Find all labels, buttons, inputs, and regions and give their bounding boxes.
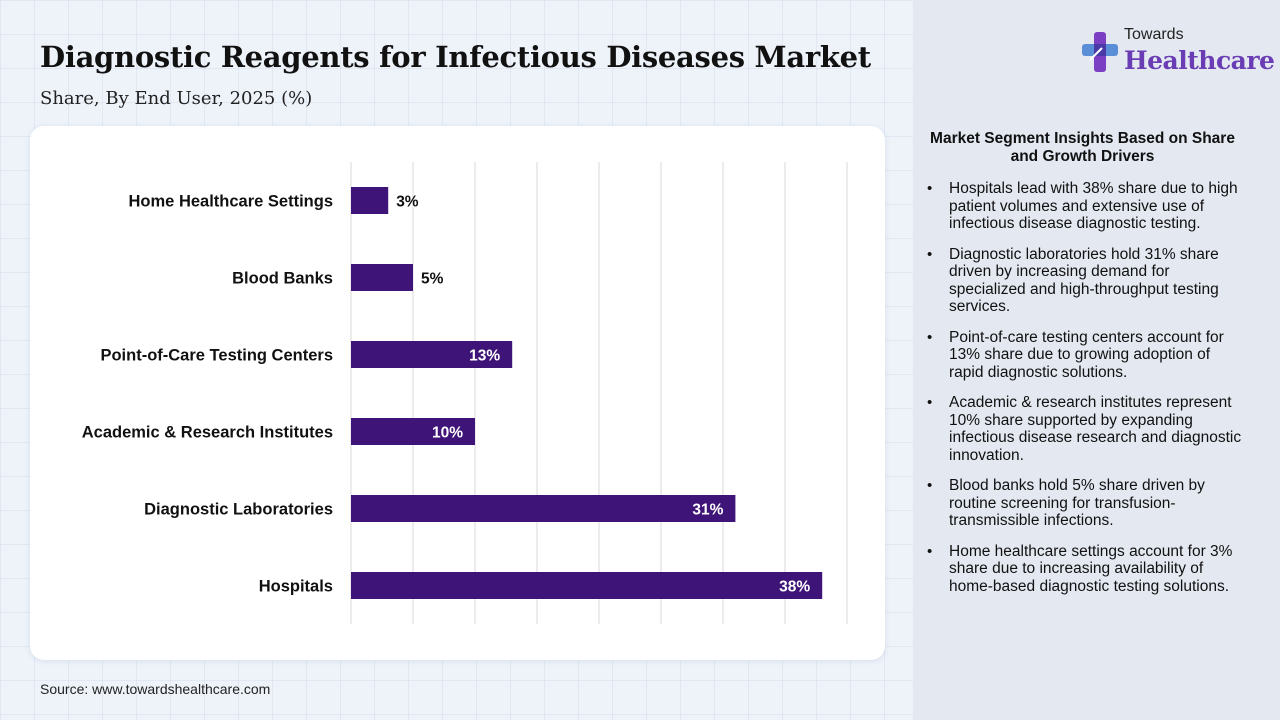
bar (351, 418, 475, 445)
source-note: Source: www.towardshealthcare.com (40, 681, 271, 697)
insight-item: Home healthcare settings account for 3% … (925, 543, 1245, 596)
data-label: 13% (469, 348, 500, 365)
chart-subtitle: Share, By End User, 2025 (%) (40, 88, 313, 109)
category-label: Diagnostic Laboratories (144, 501, 333, 519)
category-label: Academic & Research Institutes (82, 424, 333, 442)
insight-item: Diagnostic laboratories hold 31% share d… (925, 246, 1245, 316)
insights-title: Market Segment Insights Based on Share a… (930, 130, 1235, 165)
category-label: Blood Banks (232, 270, 333, 288)
data-label: 3% (396, 194, 419, 211)
logo-text-main: Healthcare (1124, 46, 1275, 75)
insight-item: Blood banks hold 5% share driven by rout… (925, 477, 1245, 530)
cross-logo-icon (1082, 32, 1118, 72)
insight-item: Hospitals lead with 38% share due to hig… (925, 180, 1245, 233)
insight-item: Point-of-care testing centers account fo… (925, 329, 1245, 382)
bar (351, 572, 823, 599)
chart-title: Diagnostic Reagents for Infectious Disea… (40, 40, 871, 74)
category-label: Hospitals (259, 578, 333, 596)
data-label: 31% (692, 502, 723, 519)
category-label: Home Healthcare Settings (129, 193, 333, 211)
bar-chart: Home Healthcare Settings 3% Blood Banks 5% P… (82, 162, 848, 624)
logo-text-top: Towards (1124, 26, 1184, 43)
bar (351, 264, 413, 291)
insights-list: Hospitals lead with 38% share due to hig… (925, 180, 1245, 608)
brand-logo: Towards Healthcare (1080, 26, 1275, 80)
category-label: Point-of-Care Testing Centers (100, 347, 333, 365)
data-label: 38% (779, 579, 810, 596)
chart-card: Home Healthcare Settings 3% Blood Banks 5% P… (30, 126, 885, 660)
bar (351, 495, 736, 522)
insight-item: Academic & research institutes represent… (925, 394, 1245, 464)
data-label: 10% (432, 425, 463, 442)
bar (351, 341, 513, 368)
bar (351, 187, 389, 214)
data-label: 5% (421, 271, 444, 288)
